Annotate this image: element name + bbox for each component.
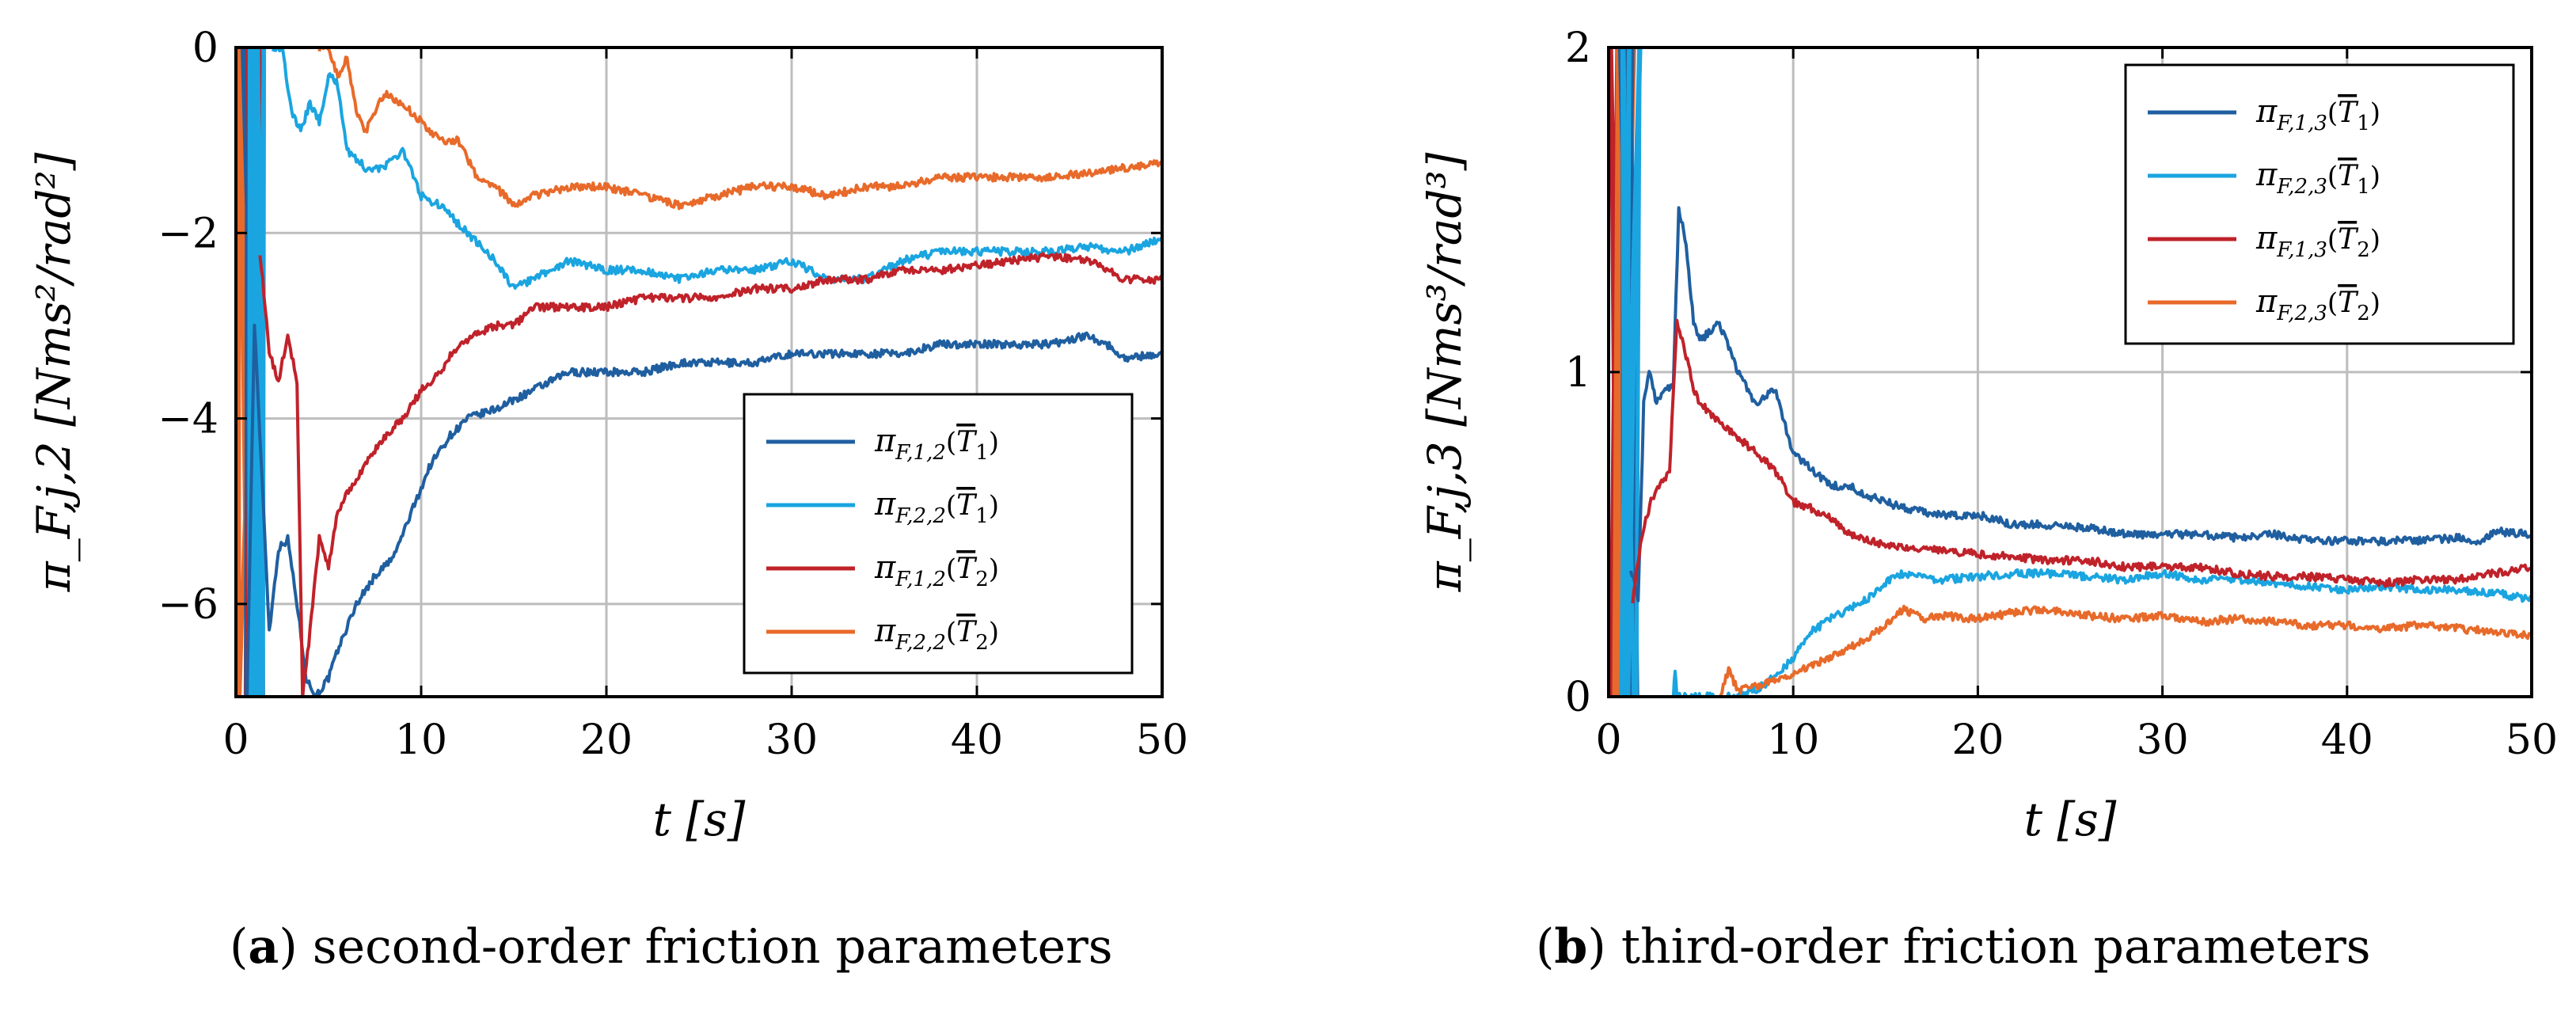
legend-label-1: πF,1,2(T1) xyxy=(874,423,999,465)
x-tick-label: 20 xyxy=(580,716,633,764)
legend-label-1: πF,1,3(T1) xyxy=(2255,93,2380,135)
caption-b-letter: b xyxy=(1554,919,1588,975)
x-tick-label: 40 xyxy=(951,716,1003,764)
legend: πF,1,3(T1) πF,2,3(T1) πF,1,3(T2) πF,2,3(T2) xyxy=(2124,63,2515,345)
x-tick-label: 50 xyxy=(1136,716,1188,764)
x-tick-label: 10 xyxy=(1767,716,1819,764)
y-tick-label: −6 xyxy=(158,581,218,629)
x-tick-label: 40 xyxy=(2321,716,2373,764)
legend-label-2: πF,2,3(T1) xyxy=(2255,157,2380,199)
x-tick-label: 30 xyxy=(766,716,818,764)
legend-label-4: πF,2,2(T2) xyxy=(874,613,999,655)
legend-label-3: πF,1,3(T2) xyxy=(2255,220,2380,262)
caption-b: (b) third-order friction parameters xyxy=(1536,919,2371,975)
series-line-3 xyxy=(258,252,1162,697)
x-tick-label: 30 xyxy=(2137,716,2189,764)
y-axis-label: π_F,j,3 [Nms³/rad³] xyxy=(1418,152,1472,592)
y-tick-label: −4 xyxy=(158,396,218,443)
x-tick-label: 0 xyxy=(222,716,249,764)
x-tick-label: 50 xyxy=(2506,716,2558,764)
series-line-4 xyxy=(1719,604,2532,697)
series-line-4 xyxy=(317,48,1162,211)
caption-a-text: second-order friction parameters xyxy=(312,919,1113,975)
series-line-3 xyxy=(1631,318,2532,604)
chart-panel-b: 0 10 20 30 40 50 0 1 2 t [s] π_F,j,3 [Nms³/rad³] πF… xyxy=(1418,25,2558,846)
plot-area xyxy=(236,48,1162,697)
transient-series_2_T1 xyxy=(1619,48,1643,697)
y-tick-label: 0 xyxy=(1565,674,1591,721)
legend-label-3: πF,1,2(T2) xyxy=(874,549,999,591)
caption-a-letter: a xyxy=(248,919,279,975)
y-tick-label: 0 xyxy=(192,25,218,72)
legend-label-2: πF,2,2(T1) xyxy=(874,486,999,528)
chart-panel-a: 0 10 20 30 40 50 −6 −4 −2 0 t [s] π_F,j,2 [Nms²/rad… xyxy=(27,25,1188,846)
x-axis-label: t [s] xyxy=(2024,792,2117,846)
y-tick-label: 2 xyxy=(1565,25,1591,72)
y-tick-label: −2 xyxy=(158,210,218,257)
legend: πF,1,2(T1) πF,2,2(T1) πF,1,2(T2) πF,2,2(T2) xyxy=(743,393,1134,675)
legend-label-4: πF,2,3(T2) xyxy=(2255,283,2380,325)
x-axis-label: t [s] xyxy=(653,792,746,846)
caption-a: (a) second-order friction parameters xyxy=(230,919,1113,975)
axes-frame xyxy=(234,46,1164,698)
x-tick-label: 10 xyxy=(395,716,447,764)
x-tick-label: 0 xyxy=(1595,716,1621,764)
y-axis-label: π_F,j,2 [Nms²/rad²] xyxy=(27,152,81,592)
series-line-1 xyxy=(1629,206,2532,602)
series-line-2 xyxy=(271,48,1162,290)
series-line-2 xyxy=(1671,568,2532,697)
y-tick-label: 1 xyxy=(1565,349,1591,397)
caption-b-text: third-order friction parameters xyxy=(1620,919,2371,975)
x-tick-label: 20 xyxy=(1951,716,2004,764)
plot-area xyxy=(1609,48,2532,697)
series-line-1 xyxy=(245,323,1162,697)
